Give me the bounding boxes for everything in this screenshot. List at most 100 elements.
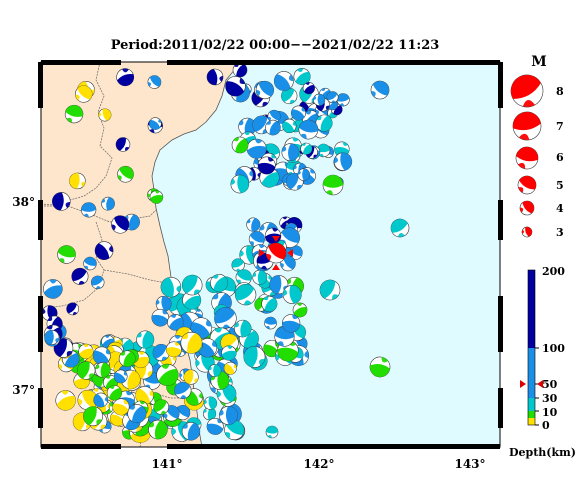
lat-label-38: 38°: [12, 195, 35, 209]
magnitude-legend-symbol: [515, 146, 539, 170]
earthquake-mechanism: [293, 68, 311, 86]
magnitude-legend-heading: M: [531, 54, 547, 70]
earthquake-mechanism: [83, 406, 103, 427]
earthquake-mechanism: [231, 136, 249, 154]
earthquake-mechanism: [232, 62, 248, 78]
earthquake-mechanism: [277, 340, 299, 362]
earthquake-mechanism: [315, 114, 333, 132]
earthquake-mechanism: [243, 346, 266, 368]
earthquake-mechanism: [282, 118, 297, 134]
earthquake-mechanism: [255, 80, 275, 100]
lon-label-141: 141°: [151, 457, 182, 471]
earthquake-mechanism: [165, 341, 182, 358]
earthquake-mechanism: [264, 316, 277, 330]
depth-colorbar: 200 100 50 30 10 0 Depth(km): [509, 265, 576, 459]
earthquake-mechanism: [101, 196, 115, 211]
map-frame-ticks: [38, 60, 503, 449]
earthquake-mechanism: [265, 425, 279, 439]
depth-tick-50: 50: [542, 378, 558, 391]
depth-tick-10: 10: [542, 406, 558, 419]
earthquake-mechanism: [106, 385, 123, 401]
earthquake-mechanism: [269, 275, 289, 295]
earthquake-mechanism: [333, 152, 353, 171]
earthquake-mechanism: [160, 276, 182, 298]
earthquake-mechanism: [297, 168, 311, 181]
colorbar-mid-shallow: [528, 411, 535, 418]
earthquake-mechanisms-layer: [41, 62, 410, 443]
earthquake-mechanism: [235, 284, 257, 306]
magnitude-level-6: 6: [556, 151, 564, 164]
magnitude-legend-symbol: [510, 74, 544, 108]
earthquake-mechanism: [281, 87, 298, 105]
earthquake-mechanism: [81, 202, 97, 218]
earthquake-mechanism: [369, 356, 391, 378]
earthquake-mechanism: [208, 364, 222, 377]
magnitude-legend-symbol: [519, 200, 535, 216]
earthquake-mechanism: [136, 330, 155, 349]
earthquake-mechanism: [52, 192, 71, 211]
earthquake-mechanism: [210, 274, 228, 292]
earthquake-mechanism: [246, 217, 261, 232]
earthquake-mechanism: [180, 331, 203, 354]
earthquake-mechanism: [44, 329, 60, 345]
magnitude-level-3: 3: [556, 226, 564, 239]
map-title: Period:2011/02/22 00:00−−2021/02/22 11:2…: [111, 38, 440, 53]
earthquake-mechanism: [111, 215, 130, 234]
earthquake-mechanism: [291, 105, 306, 121]
earthquake-mechanism: [265, 119, 281, 136]
earthquake-mechanism: [235, 269, 252, 286]
earthquake-mechanism: [322, 174, 344, 196]
earthquake-mechanism: [219, 406, 238, 425]
depth-tick-0: 0: [542, 419, 550, 432]
depth-tick-100: 100: [542, 342, 565, 355]
earthquake-mechanism: [267, 109, 281, 123]
earthquake-mechanism: [153, 399, 170, 415]
earthquake-mechanism: [92, 346, 111, 365]
earthquake-mechanism: [71, 267, 89, 285]
earthquake-mechanism: [248, 231, 265, 248]
colorbar-shallow: [528, 418, 535, 425]
earthquake-mechanism: [174, 381, 192, 400]
earthquake-mechanism: [319, 279, 341, 301]
earthquake-mechanism: [206, 417, 224, 435]
earthquake-mechanism: [281, 314, 301, 333]
earthquake-mechanism: [214, 307, 237, 330]
earthquake-mechanism: [223, 361, 237, 375]
earthquake-mechanism: [152, 344, 170, 362]
highlighted-event-pointers: [259, 236, 293, 270]
earthquake-mechanism: [234, 319, 252, 338]
earthquake-mechanism: [370, 80, 390, 100]
lon-label-143: 143°: [454, 457, 485, 471]
earthquake-mechanism: [281, 143, 300, 162]
earthquake-mechanism: [135, 386, 154, 405]
earthquake-mechanism: [285, 172, 304, 191]
earthquake-mechanism: [280, 255, 296, 272]
earthquake-mechanism: [64, 104, 84, 124]
earthquake-mechanism: [155, 295, 172, 312]
earthquake-mechanism: [116, 68, 135, 87]
lat-label-37: 37°: [12, 383, 35, 397]
earthquake-mechanism: [77, 361, 96, 380]
earthquake-mechanism: [156, 363, 179, 387]
earthquake-mechanism: [57, 245, 76, 264]
earthquake-mechanism: [206, 68, 224, 86]
magnitude-level-5: 5: [556, 179, 564, 192]
earthquake-mechanism: [336, 93, 350, 107]
earthquake-mechanism: [69, 172, 86, 190]
earthquake-mechanism: [94, 241, 114, 260]
earthquake-mechanism: [118, 350, 136, 368]
colorbar-mid: [528, 398, 535, 411]
earthquake-mechanism: [90, 275, 105, 290]
earthquake-mechanism: [83, 256, 97, 271]
earthquake-mechanism: [202, 407, 217, 421]
magnitude-legend: M 8 7 6 5 4 3: [510, 54, 564, 239]
earthquake-mechanism: [77, 389, 98, 411]
earthquake-mechanism: [127, 404, 147, 424]
earthquake-mechanism: [98, 108, 112, 122]
earthquake-mechanism: [257, 156, 276, 175]
earthquake-mechanism: [149, 117, 162, 130]
colorbar-deep: [528, 270, 535, 348]
earthquake-mechanism: [78, 343, 94, 359]
depth-tick-30: 30: [542, 392, 558, 405]
depth-tick-200: 200: [542, 265, 565, 278]
